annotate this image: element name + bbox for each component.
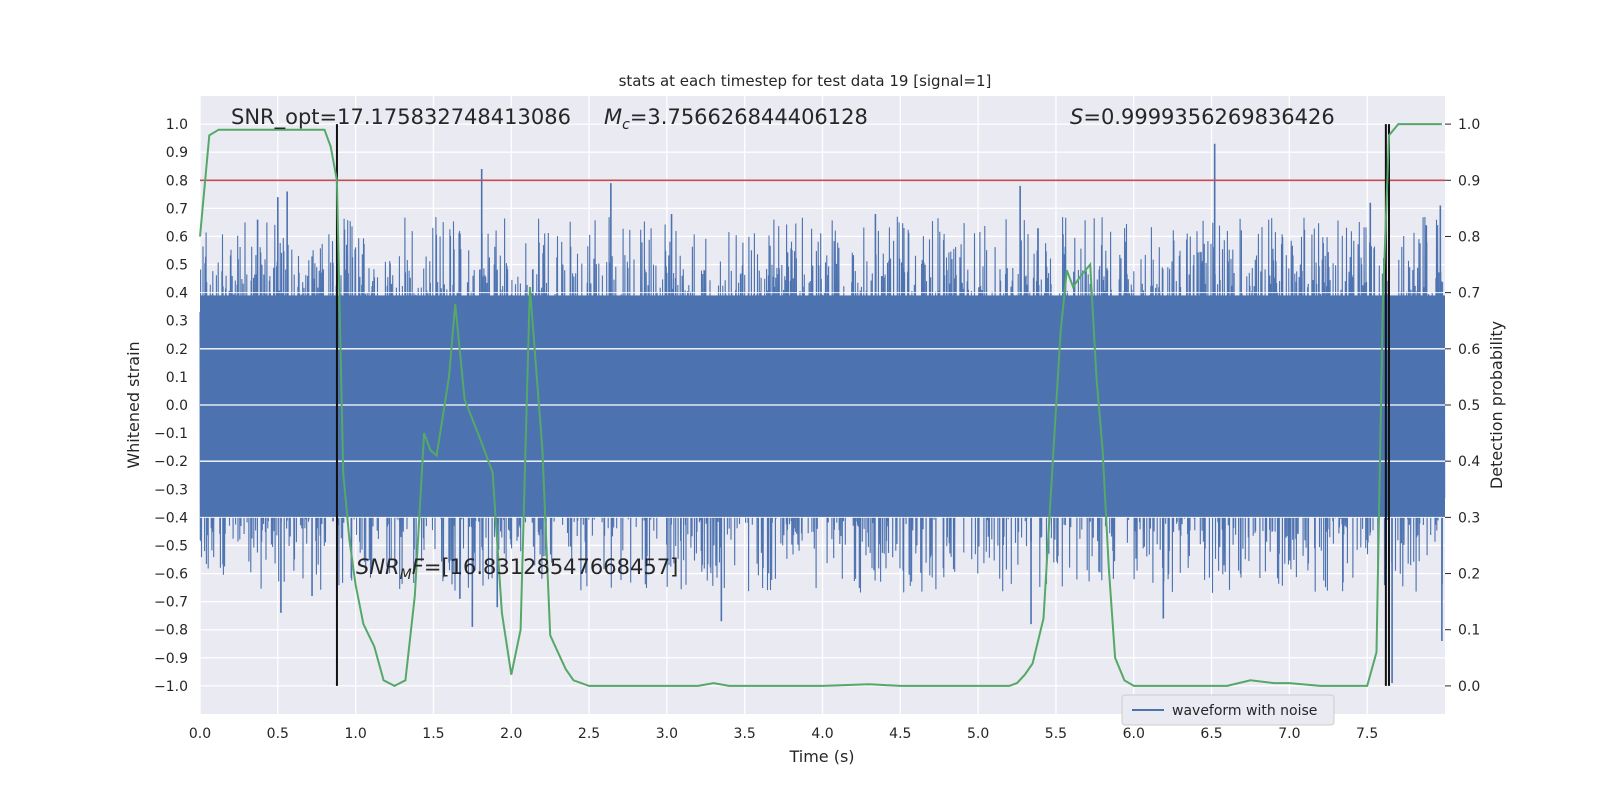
x-tick-label: 2.5 [578, 726, 600, 742]
y-right-tick-label: 0.8 [1458, 229, 1480, 245]
x-tick-label: 0.5 [267, 726, 289, 742]
y-tick-label: −0.5 [154, 538, 188, 554]
x-tick-label: 3.0 [656, 726, 678, 742]
y-tick-label: −0.4 [154, 510, 188, 526]
x-tick-labels: 0.0 0.5 1.0 1.5 2.0 2.5 3.0 3.5 4.0 4.5 5.0 5.5 6.0 6… [189, 726, 1378, 742]
y-tick-label: 0.2 [166, 342, 188, 358]
horizontal-grid-overlay [200, 292, 1445, 518]
legend: waveform with noise [1121, 694, 1335, 726]
y-tick-label: 0.7 [166, 201, 188, 217]
y-tick-labels: 1.0 0.9 0.8 0.7 0.6 0.5 0.4 0.3 0.2 0.1 0.0 −0.1 −0.… [154, 117, 188, 695]
y-tick-label: 0.9 [166, 145, 188, 161]
x-tick-label: 7.0 [1278, 726, 1300, 742]
x-tick-label: 6.0 [1123, 726, 1145, 742]
y-tick-label: 0.5 [166, 258, 188, 274]
y-axis-label: Whitened strain [124, 341, 143, 468]
x-tick-label: 3.5 [734, 726, 756, 742]
y-right-tick-label: 0.3 [1458, 510, 1480, 526]
y-tick-label: 1.0 [166, 117, 188, 133]
snr-mf-annotation: SNRMF=[16.83128547668457] [356, 555, 678, 583]
x-tick-label: 4.0 [811, 726, 833, 742]
y-tick-label: −0.1 [154, 426, 188, 442]
y-tick-label: 0.4 [166, 286, 188, 302]
s-annotation: S=0.9999356269836426 [1070, 105, 1335, 129]
y-right-tick-label: 0.2 [1458, 567, 1480, 583]
y-tick-label: −0.6 [154, 567, 188, 583]
x-axis-label: Time (s) [788, 747, 854, 766]
y-right-tick-label: 0.1 [1458, 623, 1480, 639]
y-right-tick-label: 0.7 [1458, 286, 1480, 302]
x-tick-label: 4.5 [889, 726, 911, 742]
x-tick-label: 1.0 [344, 726, 366, 742]
x-tick-label: 7.5 [1356, 726, 1378, 742]
x-tick-label: 0.0 [189, 726, 211, 742]
y-tick-label: −0.9 [154, 651, 188, 667]
y-right-tick-label: 0.0 [1458, 679, 1480, 695]
chirp-mass-annotation: Mc=3.756626844406128 [604, 105, 868, 133]
detection-probability-line [199, 123, 1442, 688]
y-tick-label: −0.7 [154, 595, 188, 611]
y-tick-label: −0.2 [154, 454, 188, 470]
y-tick-label: 0.6 [166, 229, 188, 245]
x-tick-label: 1.5 [422, 726, 444, 742]
x-tick-label: 6.5 [1200, 726, 1222, 742]
x-tick-label: 2.0 [500, 726, 522, 742]
y-right-tick-label: 0.5 [1458, 398, 1480, 414]
waveform-series [199, 143, 1446, 684]
y-tick-label: 0.8 [166, 173, 188, 189]
y-tick-label: −1.0 [154, 679, 188, 695]
y-right-tick-labels: 1.0 0.9 0.8 0.7 0.6 0.5 0.4 0.3 0.2 0.1 0.0 [1445, 117, 1480, 695]
snr-opt-annotation: SNR_opt=17.175832748413086 [231, 105, 571, 130]
y-tick-label: 0.0 [166, 398, 188, 414]
y-right-axis-label: Detection probability [1487, 321, 1506, 489]
chart-title: stats at each timestep for test data 19 … [619, 72, 992, 90]
waveform-spikes [256, 143, 1443, 684]
y-right-tick-label: 0.9 [1458, 173, 1480, 189]
legend-label: waveform with noise [1172, 703, 1317, 719]
y-tick-label: −0.8 [154, 623, 188, 639]
y-tick-label: −0.3 [154, 482, 188, 498]
y-right-tick-label: 0.4 [1458, 454, 1480, 470]
waveform-line [199, 216, 1446, 593]
x-tick-label: 5.5 [1045, 726, 1067, 742]
y-right-tick-label: 0.6 [1458, 342, 1480, 358]
x-tick-label: 5.0 [967, 726, 989, 742]
y-right-tick-label: 1.0 [1458, 117, 1480, 133]
y-tick-label: 0.3 [166, 314, 188, 330]
y-tick-label: 0.1 [166, 370, 188, 386]
